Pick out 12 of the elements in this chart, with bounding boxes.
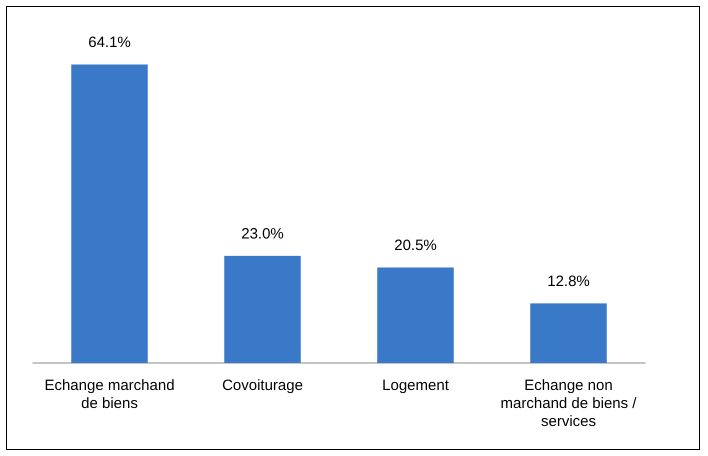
data-label: 12.8% (547, 273, 590, 290)
bar (530, 303, 607, 363)
x-tick-label: Logement (382, 377, 450, 394)
data-label: 64.1% (88, 34, 131, 52)
x-tick-label: Covoiturage (222, 377, 303, 394)
x-tick-label: Echange marchand de biens (44, 377, 175, 412)
x-tick-label: Echange non marchand de biens / services (500, 377, 638, 430)
data-label: 20.5% (394, 237, 437, 254)
bar (377, 268, 454, 363)
bar (71, 64, 148, 363)
bar (224, 256, 301, 363)
data-label: 23.0% (241, 226, 284, 243)
